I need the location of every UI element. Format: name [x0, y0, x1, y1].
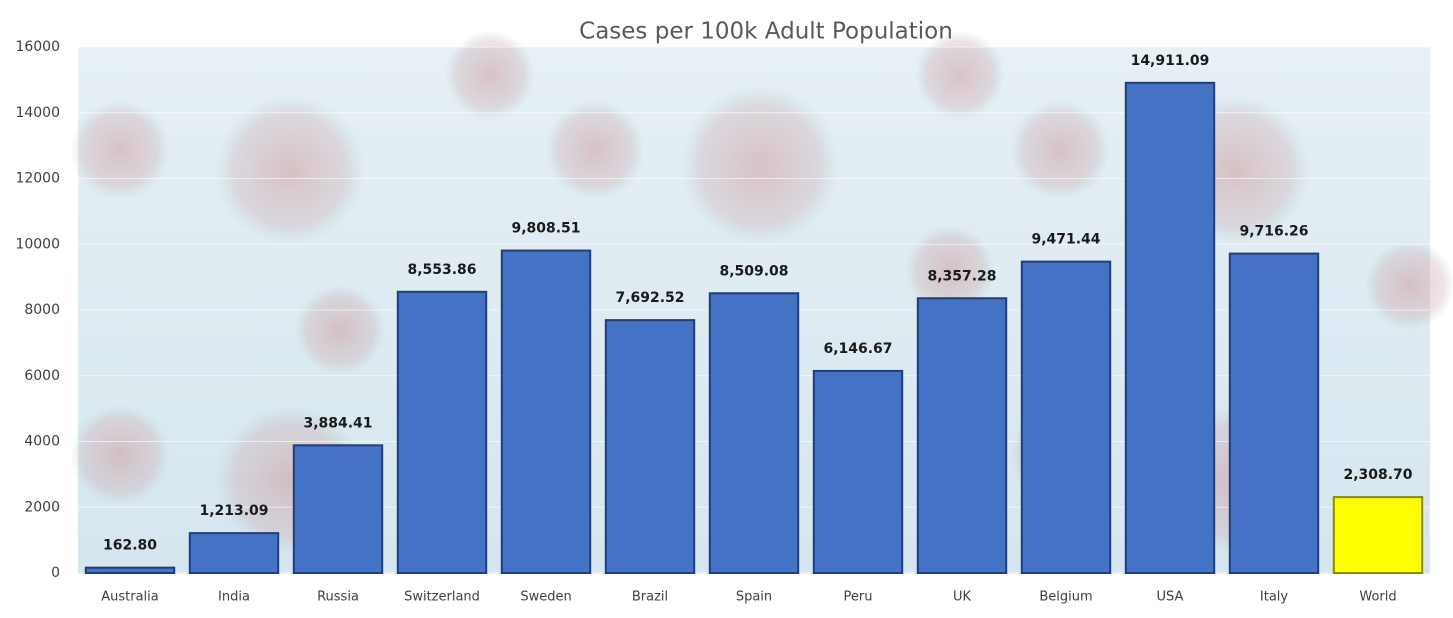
bar: [604, 319, 696, 574]
bar: [812, 369, 904, 574]
value-label: 6,146.67: [823, 341, 892, 357]
y-tick-label: 2000: [24, 499, 60, 515]
value-label: 8,357.28: [927, 268, 996, 284]
value-label: 162.80: [103, 538, 157, 554]
x-tick-label: Peru: [844, 590, 873, 605]
bar: [292, 444, 384, 574]
value-label: 9,808.51: [511, 221, 580, 237]
x-tick-label: Switzerland: [404, 590, 480, 605]
bar: [1020, 260, 1112, 574]
y-tick-label: 6000: [24, 368, 60, 384]
x-tick-label: Sweden: [520, 590, 571, 605]
bar: [500, 249, 592, 574]
bar: [1228, 252, 1320, 575]
x-tick-label: Belgium: [1039, 590, 1092, 605]
x-tick-label: Spain: [736, 590, 772, 605]
y-tick-label: 12000: [15, 171, 60, 187]
bar: [1124, 81, 1216, 574]
x-tick-label: India: [218, 590, 250, 605]
x-tick-label: Brazil: [632, 590, 668, 605]
x-tick-label: World: [1359, 590, 1396, 605]
x-tick-label: USA: [1157, 590, 1184, 605]
y-tick-label: 10000: [15, 236, 60, 252]
value-label: 14,911.09: [1131, 53, 1210, 69]
value-label: 9,716.26: [1239, 224, 1308, 240]
value-label: 3,884.41: [303, 415, 372, 431]
value-label: 9,471.44: [1031, 232, 1100, 248]
bar: [84, 566, 176, 574]
bar: [916, 297, 1008, 574]
chart-title: Cases per 100k Adult Population: [579, 19, 953, 45]
bar: [1332, 496, 1424, 575]
bar: [396, 290, 488, 574]
value-label: 8,553.86: [407, 262, 476, 278]
y-tick-label: 0: [51, 565, 60, 581]
bar: [188, 532, 280, 575]
x-tick-label: Russia: [317, 590, 359, 605]
x-tick-label: Italy: [1260, 590, 1289, 605]
x-tick-label: UK: [953, 590, 972, 605]
value-label: 7,692.52: [615, 290, 684, 306]
y-tick-label: 8000: [24, 302, 60, 318]
value-label: 1,213.09: [199, 503, 268, 519]
value-label: 2,308.70: [1343, 467, 1412, 483]
bar: [708, 292, 800, 574]
y-tick-label: 4000: [24, 434, 60, 450]
x-tick-label: Australia: [101, 590, 159, 605]
value-label: 8,509.08: [719, 263, 788, 279]
y-tick-label: 14000: [15, 105, 60, 121]
y-tick-label: 16000: [15, 39, 60, 55]
